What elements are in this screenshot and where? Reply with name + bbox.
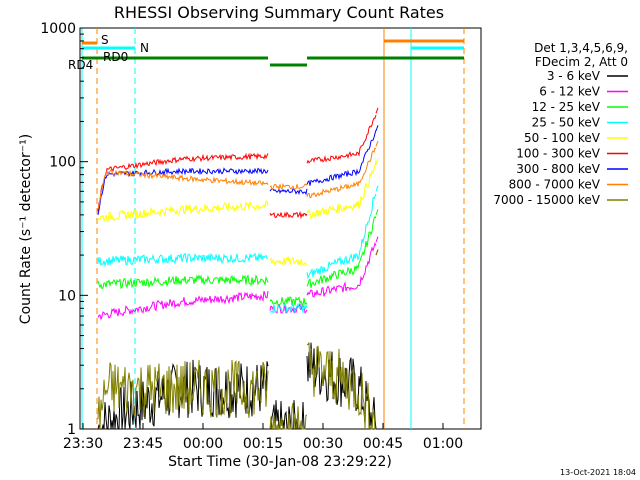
- legend-header-1: Det 1,3,4,5,6,9,: [534, 41, 628, 55]
- series-layer: [97, 107, 379, 430]
- y-tick-label: 100: [49, 155, 76, 171]
- flag-label: S: [101, 33, 109, 47]
- x-tick-label: 23:45: [123, 436, 163, 452]
- x-tick-label: 00:00: [183, 436, 223, 452]
- series-line: [306, 215, 377, 289]
- markers: S N RD0 RD4: [68, 28, 465, 429]
- series-line: [97, 200, 269, 223]
- footer-timestamp: 13-Oct-2021 18:04: [560, 468, 636, 477]
- series-peak: [375, 209, 379, 216]
- series-peak: [375, 249, 379, 256]
- series-line: [97, 252, 269, 268]
- series-line: [306, 241, 377, 298]
- series-line: [269, 296, 308, 307]
- series-line: [306, 160, 377, 220]
- chart-title: RHESSI Observing Summary Count Rates: [114, 3, 444, 22]
- series-line: [306, 193, 377, 280]
- legend-header-2: FDecim 2, Att 0: [535, 55, 628, 69]
- legend-entry-label: 800 - 7000 keV: [509, 178, 601, 192]
- series-line: [97, 359, 269, 430]
- series-line: [97, 274, 269, 290]
- x-axis-label: Start Time (30-Jan-08 23:29:22): [168, 454, 392, 470]
- y-tick-label: 1: [67, 422, 76, 438]
- legend-entry-label: 12 - 25 keV: [532, 100, 601, 114]
- series-peak: [375, 107, 379, 114]
- legend-entry-label: 300 - 800 keV: [516, 162, 600, 176]
- plot-area: [79, 27, 482, 430]
- series-line: [306, 114, 377, 164]
- series-line: [306, 342, 376, 430]
- series-line: [97, 152, 269, 212]
- legend: Det 1,3,4,5,6,9, FDecim 2, Att 0 3 - 6 k…: [493, 41, 628, 207]
- series-line: [269, 256, 308, 267]
- y-axis-label: Count Rate (s⁻¹ detector⁻¹): [18, 134, 34, 324]
- x-tick-label: 00:45: [363, 436, 403, 452]
- y-tick-labels: 1 10 100 1000: [40, 21, 88, 438]
- series-peak: [375, 140, 379, 147]
- series-line: [269, 182, 308, 192]
- x-tick-label: 01:00: [423, 436, 463, 452]
- series-peak: [375, 158, 379, 165]
- series-peak: [375, 125, 379, 132]
- legend-entry-label: 3 - 6 keV: [547, 69, 601, 83]
- series-peak: [375, 236, 379, 243]
- y-tick-label: 1000: [40, 21, 76, 37]
- flag-label: RD0: [103, 50, 128, 64]
- legend-entry-label: 25 - 50 keV: [532, 116, 601, 130]
- series-line: [269, 402, 307, 430]
- series-line: [269, 302, 308, 314]
- series-line: [269, 210, 308, 220]
- flag-label: N: [140, 41, 149, 55]
- x-tick-label: 00:30: [303, 436, 343, 452]
- series-line: [97, 290, 269, 321]
- legend-entry-label: 100 - 300 keV: [516, 147, 600, 161]
- series-line: [306, 147, 377, 199]
- flag-label: RD4: [68, 58, 93, 72]
- legend-entry-label: 50 - 100 keV: [524, 131, 601, 145]
- x-tick-label: 23:30: [63, 436, 103, 452]
- y-tick-label: 10: [58, 288, 76, 304]
- x-tick-label: 00:15: [243, 436, 283, 452]
- legend-entry-label: 6 - 12 keV: [539, 85, 601, 99]
- plot-frame: [79, 27, 482, 430]
- series-line: [306, 129, 377, 186]
- x-tick-labels: 23:30 23:45 00:00 00:15 00:30 00:45 01:00: [63, 423, 463, 452]
- series-peak: [375, 185, 379, 192]
- series-line: [269, 187, 308, 196]
- series-line: [97, 168, 269, 209]
- legend-entry-label: 7000 - 15000 keV: [493, 193, 600, 207]
